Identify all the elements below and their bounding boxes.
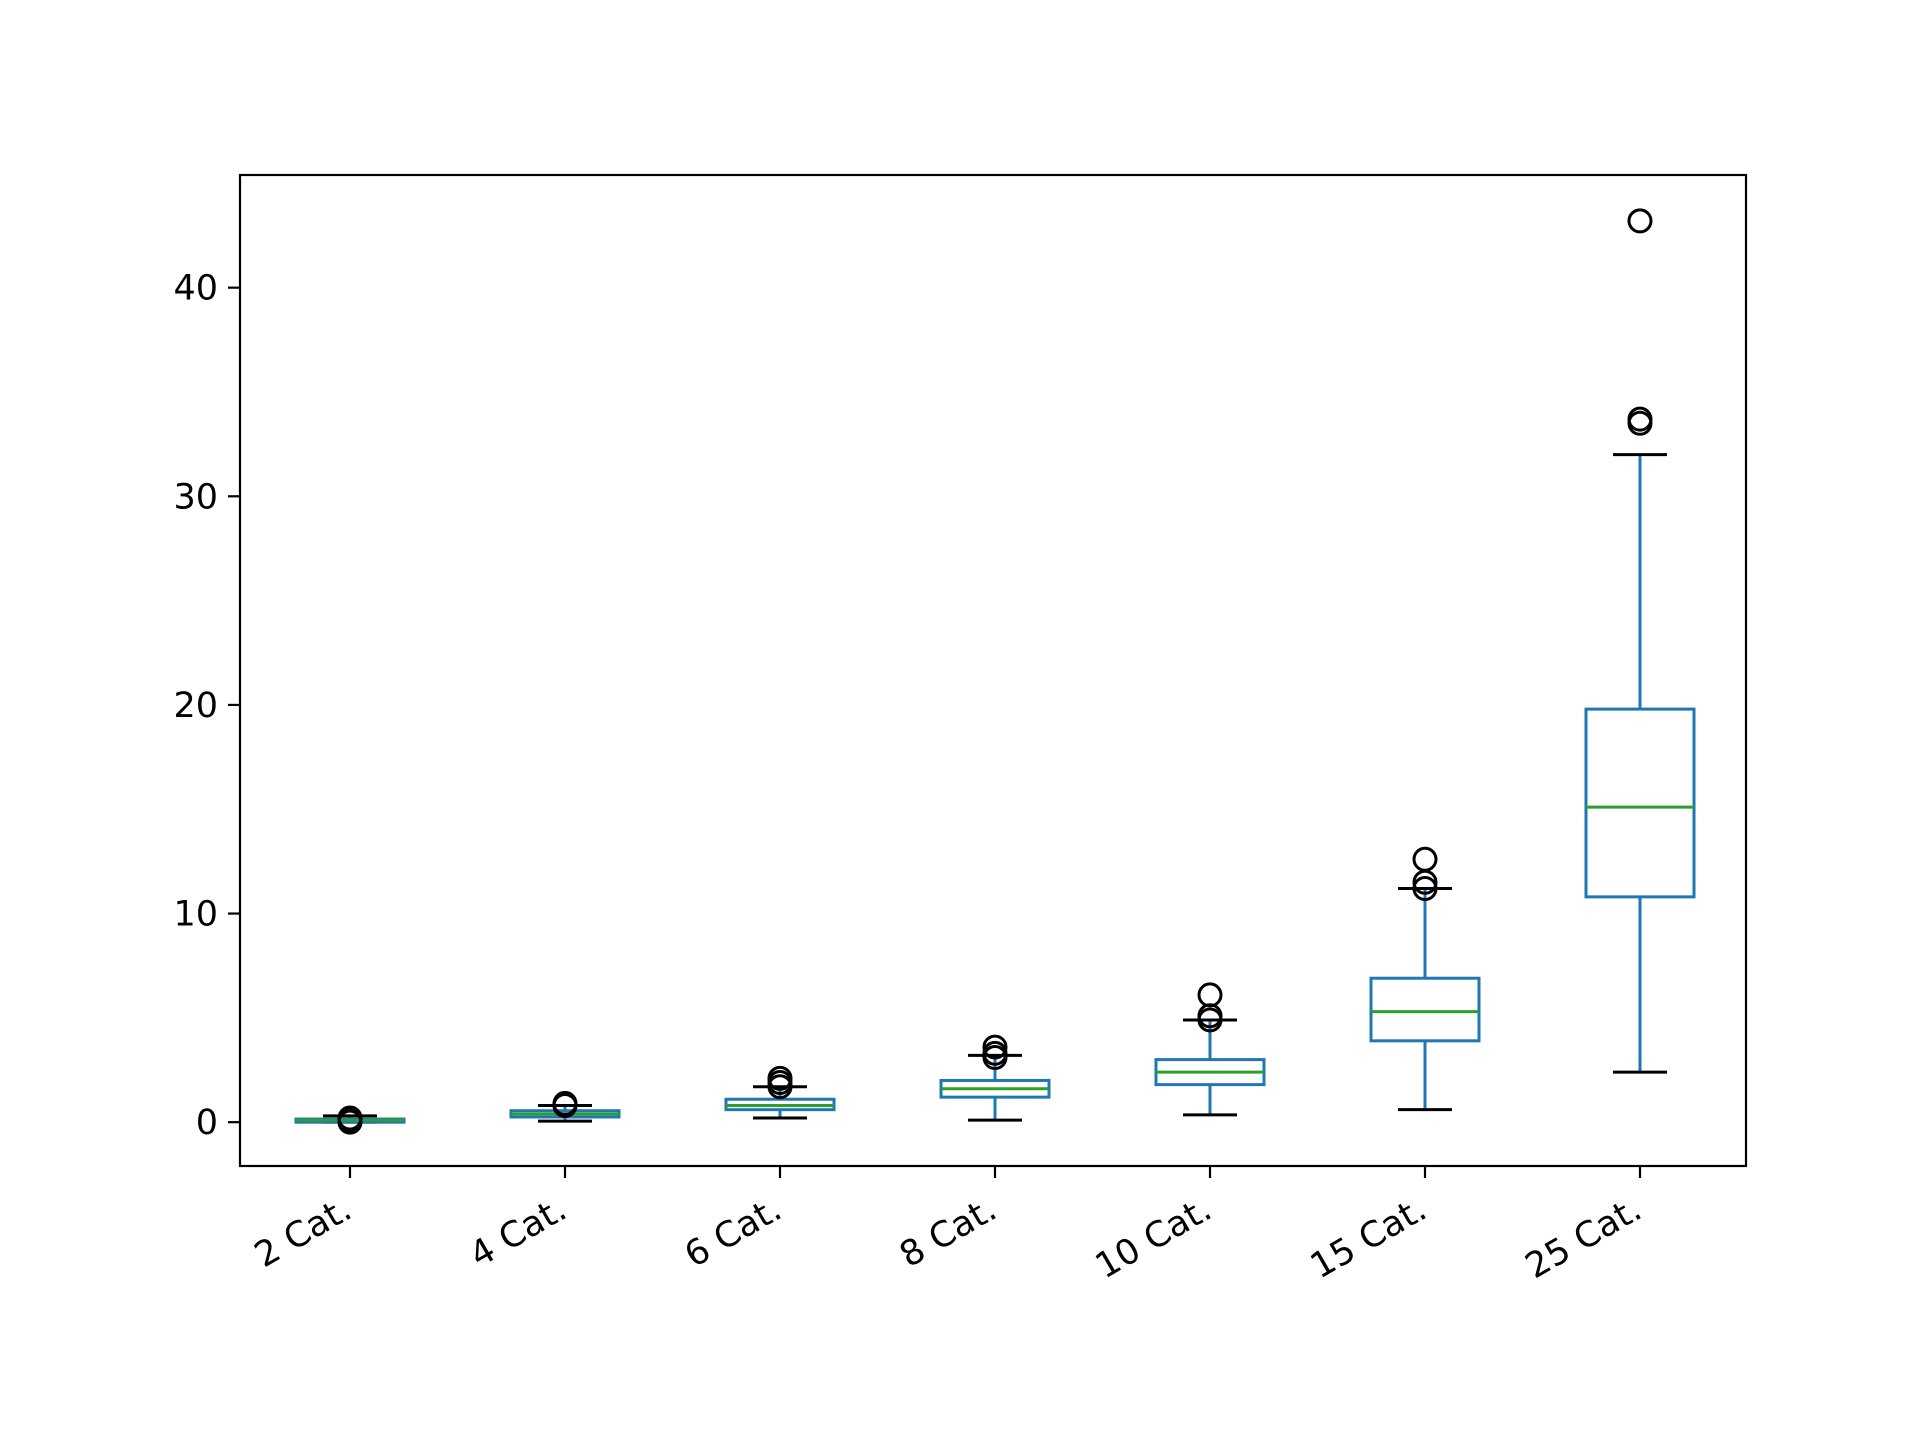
box-4: [939, 1034, 1051, 1122]
box-6: [1369, 846, 1481, 1112]
y-tick-label: 30: [173, 477, 218, 517]
outlier-point: [982, 1040, 1008, 1066]
outlier-point: [1412, 876, 1438, 902]
outlier-point: [552, 1090, 578, 1116]
box-3: [724, 1065, 836, 1120]
y-tick-label: 0: [196, 1103, 218, 1143]
axes-frame: [238, 173, 1748, 1168]
box-5: [1154, 982, 1266, 1117]
outlier-point: [1197, 982, 1223, 1008]
box-1: [294, 1105, 406, 1135]
outlier-point: [1412, 846, 1438, 872]
box-7: [1584, 208, 1696, 1074]
iqr-box: [1369, 976, 1481, 1043]
plot-area: [294, 208, 1696, 1135]
box-2: [509, 1090, 621, 1123]
y-tick-label: 40: [173, 269, 218, 309]
outlier-point: [1627, 208, 1653, 234]
y-tick-label: 10: [173, 895, 218, 935]
y-tick-label: 20: [173, 686, 218, 726]
outlier-point: [337, 1105, 363, 1131]
outlier-point: [767, 1065, 793, 1091]
outlier-point: [1627, 406, 1653, 432]
iqr-box: [1584, 707, 1696, 899]
outlier-point: [982, 1034, 1008, 1060]
